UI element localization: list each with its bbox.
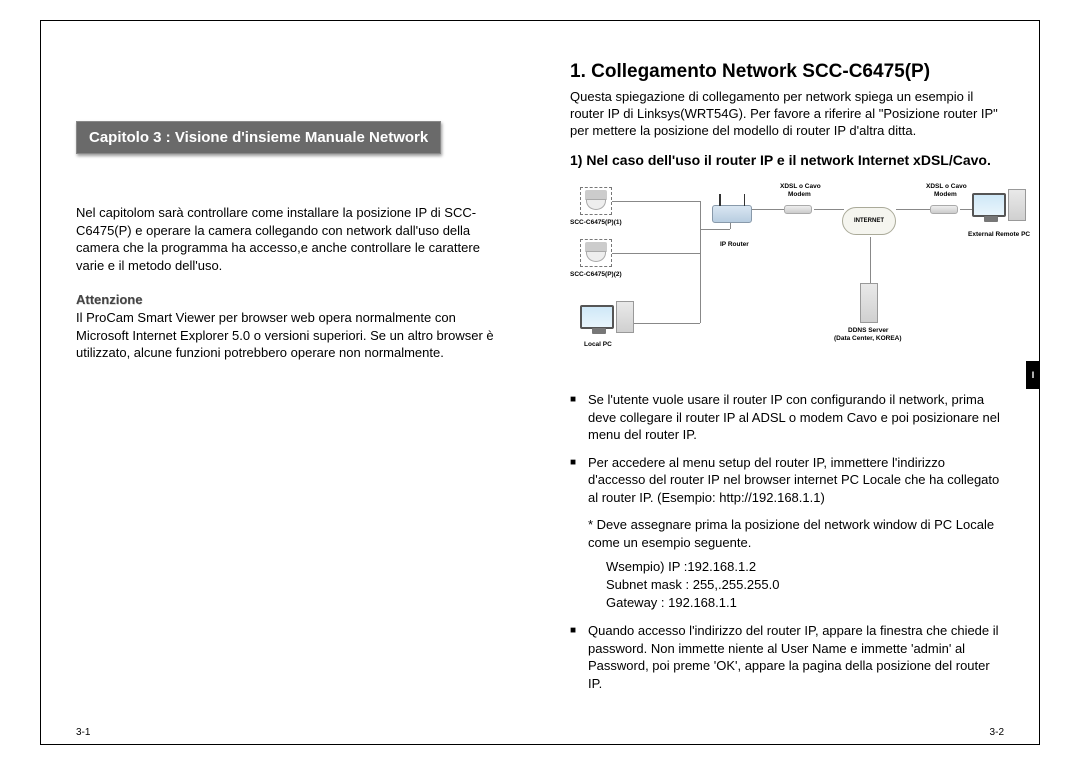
external-pc-label: External Remote PC <box>968 231 1030 238</box>
ip-router-label: IP Router <box>720 241 749 248</box>
section-intro: Questa spiegazione di collegamento per n… <box>570 89 1004 140</box>
page-frame: I Capitolo 3 : Visione d'insieme Manuale… <box>40 20 1040 745</box>
example-line-1: Wsempio) IP :192.168.1.2 <box>606 558 1004 576</box>
bullet-item: ■ Quando accesso l'indirizzo del router … <box>570 622 1004 692</box>
page-spread: Capitolo 3 : Visione d'insieme Manuale N… <box>41 21 1039 744</box>
local-pc-label: Local PC <box>584 341 612 348</box>
modem-2-icon <box>930 205 958 214</box>
page-number-left: 3-1 <box>76 727 90 738</box>
bullet-1-text: Se l'utente vuole usare il router IP con… <box>588 391 1004 444</box>
chapter-intro-text: Nel capitolom sarà controllare come inst… <box>76 204 500 274</box>
camera-2-label: SCC-C6475(P)(2) <box>570 271 622 278</box>
bullet-list: ■ Se l'utente vuole usare il router IP c… <box>570 391 1004 692</box>
ip-router-icon <box>712 205 752 223</box>
attention-label: Attenzione <box>76 292 500 307</box>
network-diagram: SCC-C6475(P)(1) SCC-C6475(P)(2) Local PC <box>570 177 1004 377</box>
local-pc-monitor-icon <box>580 305 614 329</box>
chapter-banner: Capitolo 3 : Visione d'insieme Manuale N… <box>76 121 441 154</box>
example-block: Wsempio) IP :192.168.1.2 Subnet mask : 2… <box>606 558 1004 613</box>
bullet-mark-icon: ■ <box>570 454 588 507</box>
modem-2-label-a: XDSL o Cavo <box>926 183 967 190</box>
local-pc-tower-icon <box>616 301 634 333</box>
bullet-3-text: Quando accesso l'indirizzo del router IP… <box>588 622 1004 692</box>
camera-1-icon <box>580 187 612 215</box>
external-pc-tower-icon <box>1008 189 1026 221</box>
ddns-label-b: (Data Center, KOREA) <box>834 335 902 342</box>
ddns-label-a: DDNS Server <box>848 327 888 334</box>
bullet-mark-icon: ■ <box>570 391 588 444</box>
camera-2-icon <box>580 239 612 267</box>
modem-1-label-b: Modem <box>788 191 811 198</box>
left-page: Capitolo 3 : Visione d'insieme Manuale N… <box>41 21 540 744</box>
modem-2-label-b: Modem <box>934 191 957 198</box>
external-pc-monitor-icon <box>972 193 1006 217</box>
bullet-2-text: Per accedere al menu setup del router IP… <box>588 454 1004 507</box>
attention-body: Il ProCam Smart Viewer per browser web o… <box>76 309 500 362</box>
example-line-3: Gateway : 192.168.1.1 <box>606 594 1004 612</box>
right-page: 1. Collegamento Network SCC-C6475(P) Que… <box>540 21 1039 744</box>
modem-1-icon <box>784 205 812 214</box>
section-title: 1. Collegamento Network SCC-C6475(P) <box>570 61 1004 83</box>
modem-1-label-a: XDSL o Cavo <box>780 183 821 190</box>
camera-1-label: SCC-C6475(P)(1) <box>570 219 622 226</box>
internet-cloud-icon: INTERNET <box>842 207 896 235</box>
bullet-item: ■ Per accedere al menu setup del router … <box>570 454 1004 507</box>
example-line-2: Subnet mask : 255,.255.255.0 <box>606 576 1004 594</box>
subsection-title: 1) Nel caso dell'uso il router IP e il n… <box>570 152 1004 170</box>
bullet-item: ■ Se l'utente vuole usare il router IP c… <box>570 391 1004 444</box>
sub-note-text: * Deve assegnare prima la posizione del … <box>588 516 1004 551</box>
ddns-server-icon <box>860 283 878 323</box>
page-number-right: 3-2 <box>990 727 1004 738</box>
bullet-mark-icon: ■ <box>570 622 588 692</box>
